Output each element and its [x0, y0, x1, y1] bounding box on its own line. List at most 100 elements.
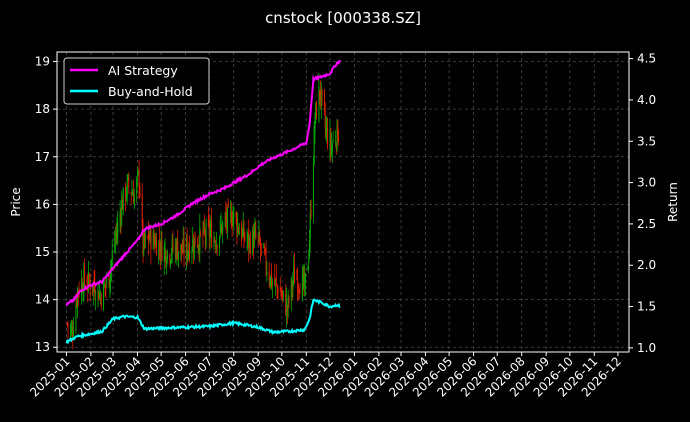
candle-body — [224, 217, 226, 219]
candle-body — [103, 283, 105, 287]
candle-body — [275, 279, 277, 283]
y-left-tick-label: 17 — [35, 150, 50, 164]
buy-and-hold-line — [65, 298, 341, 345]
candle-body — [219, 221, 221, 232]
candle-body — [183, 240, 185, 258]
candle-body — [120, 214, 122, 221]
candle-body — [263, 244, 265, 249]
candle-body — [119, 212, 121, 223]
candle-body — [166, 250, 168, 259]
candle-body — [314, 120, 316, 133]
candle-body — [130, 192, 132, 195]
candle-body — [271, 269, 273, 287]
candle-body — [280, 291, 282, 297]
candle-body — [154, 241, 156, 249]
candle-body — [176, 240, 178, 256]
candle-body — [209, 231, 211, 240]
candle-body — [69, 327, 71, 329]
candle-body — [241, 226, 243, 242]
candle-body — [207, 217, 209, 225]
candle-body — [326, 127, 328, 133]
candle-body — [318, 86, 320, 122]
candle-body — [304, 277, 306, 289]
candle-body — [338, 137, 340, 139]
candle-body — [266, 272, 268, 275]
candle-body — [148, 237, 150, 240]
candle-body — [131, 192, 133, 194]
candle-body — [110, 260, 112, 269]
candle-body — [329, 133, 331, 150]
candle-body — [126, 179, 128, 200]
candle-body — [191, 250, 193, 254]
candle-body — [268, 271, 270, 281]
candle-body — [313, 126, 315, 165]
candle-body — [232, 215, 234, 226]
y-right-tick-label: 3.5 — [637, 134, 656, 148]
candle-body — [72, 333, 74, 336]
candle-body — [152, 232, 154, 250]
candle-body — [301, 275, 303, 299]
candle-body — [143, 233, 145, 252]
candle-body — [238, 231, 240, 235]
candle-body — [115, 232, 117, 234]
candle-body — [122, 187, 124, 210]
candle-body — [208, 222, 210, 238]
candle-body — [215, 244, 217, 247]
candle-body — [230, 209, 232, 211]
candle-body — [331, 144, 333, 152]
y-axis-right-title: Return — [666, 182, 680, 222]
candle-body — [225, 214, 227, 220]
candle-body — [330, 133, 332, 150]
candle-body — [159, 239, 161, 248]
candle-body — [189, 244, 191, 259]
candle-body — [142, 220, 144, 254]
candle-body — [324, 114, 326, 128]
y-right-tick-label: 1.0 — [637, 341, 656, 355]
candle-body — [260, 244, 262, 249]
candle-body — [125, 185, 127, 201]
candle-body — [88, 277, 90, 282]
candle-body — [260, 243, 262, 245]
candle-body — [241, 230, 243, 237]
candle-body — [249, 237, 251, 244]
candle-body — [271, 282, 273, 284]
candle-body — [298, 290, 300, 292]
candle-body — [138, 168, 140, 186]
y-left-tick-label: 14 — [35, 293, 50, 307]
y-right-tick-label: 2.5 — [637, 217, 656, 231]
candle-body — [117, 221, 119, 233]
candle-body — [177, 240, 179, 259]
candle-body — [121, 200, 123, 225]
candle-body — [106, 275, 108, 284]
candle-body — [277, 288, 279, 296]
candle-body — [325, 127, 327, 132]
candle-body — [158, 241, 160, 261]
candle-body — [213, 236, 215, 248]
candle-body — [104, 285, 106, 286]
candle-body — [66, 322, 68, 324]
candle-body — [174, 244, 176, 251]
candle-body — [70, 327, 72, 333]
candle-body — [274, 276, 276, 285]
candle-body — [265, 248, 267, 270]
candle-body — [293, 266, 295, 284]
candle-body — [248, 228, 250, 249]
candle-body — [187, 251, 189, 256]
candle-body — [307, 266, 309, 271]
candle-body — [246, 240, 248, 242]
y-axis-left-title: Price — [9, 187, 23, 216]
candle-body — [281, 294, 283, 297]
candle-body — [98, 291, 100, 301]
candle-body — [305, 273, 307, 283]
candle-body — [211, 221, 213, 247]
candle-body — [170, 254, 172, 257]
candle-body — [103, 281, 105, 311]
candle-body — [94, 282, 96, 297]
candle-body — [244, 233, 246, 240]
y-left-tick-label: 18 — [35, 102, 50, 116]
candle-body — [335, 144, 337, 148]
candle-body — [148, 232, 150, 243]
legend-label-ai: AI Strategy — [108, 63, 178, 78]
candle-body — [181, 249, 183, 253]
candle-body — [315, 103, 317, 118]
